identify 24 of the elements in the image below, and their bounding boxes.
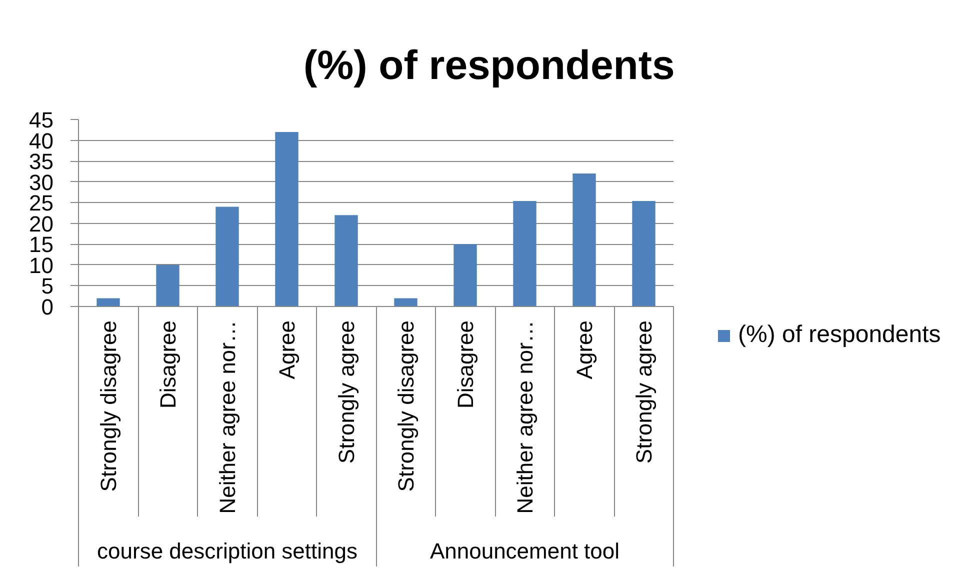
x-tick-label: Strongly agree bbox=[631, 320, 656, 464]
x-tick-label: Neither agree nor… bbox=[214, 320, 240, 514]
x-tick-label: Agree bbox=[572, 320, 597, 380]
bar bbox=[275, 132, 298, 306]
bar bbox=[454, 244, 477, 306]
x-tick-label: Strongly agree bbox=[334, 320, 359, 464]
bar bbox=[334, 215, 358, 306]
bar bbox=[632, 200, 656, 306]
bar bbox=[394, 298, 418, 306]
x-tick-label: Strongly disagree bbox=[393, 320, 418, 492]
x-tick-label: Neither agree nor… bbox=[512, 320, 538, 514]
bar bbox=[216, 206, 239, 306]
x-tick-label: Disagree bbox=[452, 320, 478, 409]
x-tick-label: Agree bbox=[274, 320, 300, 380]
chart-title: (%) of respondents bbox=[304, 42, 675, 88]
x-tick-label: Strongly disagree bbox=[96, 320, 121, 492]
text: Announcement tool bbox=[430, 538, 620, 564]
bar bbox=[572, 174, 596, 306]
bar bbox=[513, 200, 536, 306]
text: course description settings bbox=[97, 538, 358, 564]
x-tick-label: Disagree bbox=[155, 320, 180, 409]
legend-label: (%) of respondents bbox=[738, 321, 941, 349]
bar bbox=[96, 298, 120, 306]
bar bbox=[156, 264, 180, 306]
